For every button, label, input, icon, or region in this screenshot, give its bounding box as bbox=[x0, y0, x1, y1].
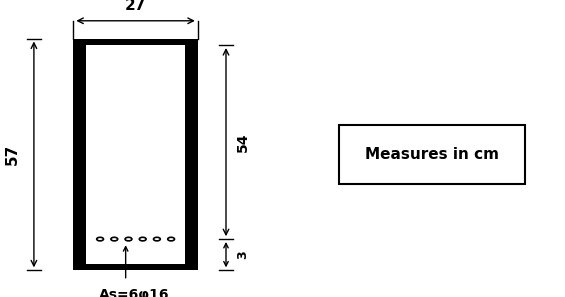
Text: 54: 54 bbox=[236, 132, 250, 152]
Text: 57: 57 bbox=[5, 144, 20, 165]
Bar bbox=[339, 125, 525, 184]
Bar bbox=[86, 45, 185, 264]
Text: Measures in cm: Measures in cm bbox=[365, 147, 499, 162]
Text: 3: 3 bbox=[236, 250, 249, 259]
Text: 27: 27 bbox=[125, 0, 146, 13]
Bar bbox=[73, 39, 198, 270]
Text: As=6φ16: As=6φ16 bbox=[99, 288, 170, 297]
